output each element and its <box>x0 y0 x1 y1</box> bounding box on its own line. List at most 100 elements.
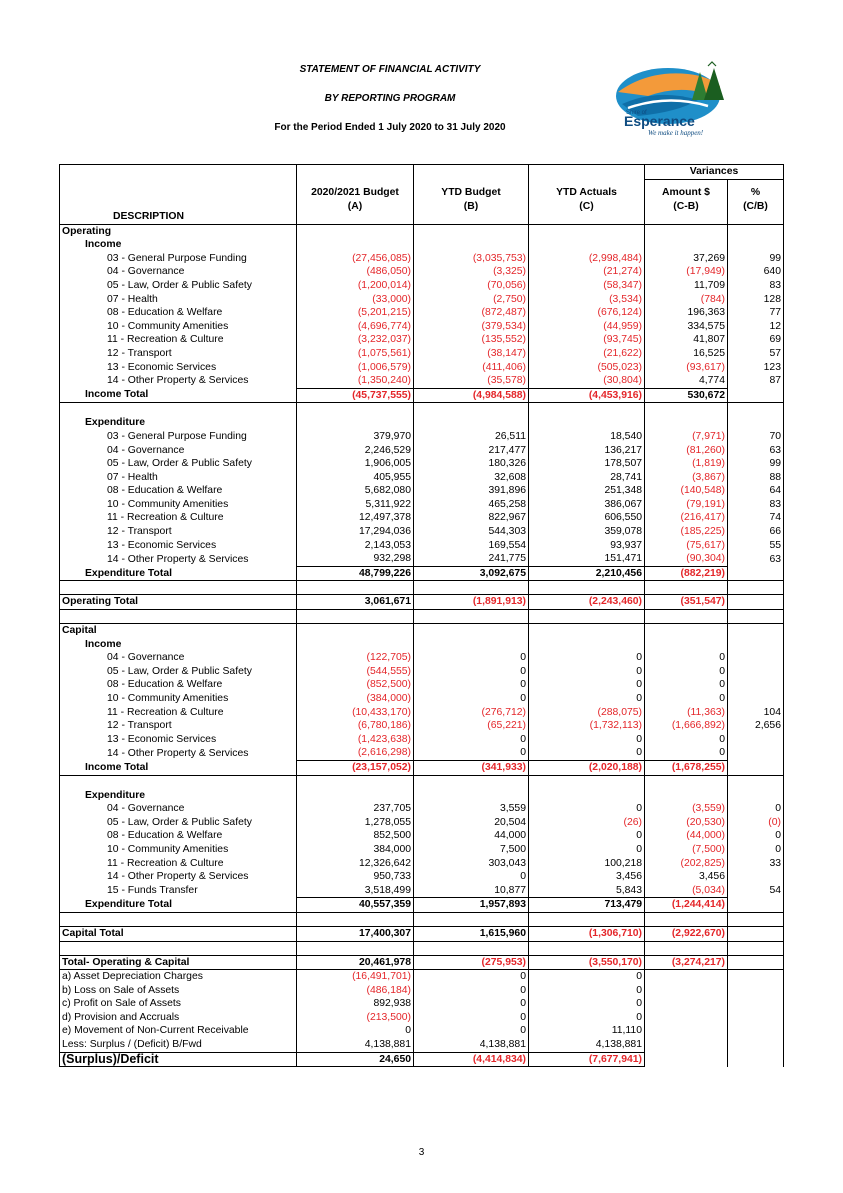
cell-c: 178,507 <box>528 457 645 471</box>
table-row: 04 - Governance 2,246,529 217,477 136,217 (8… <box>59 443 784 458</box>
cell-b: 822,967 <box>413 511 529 526</box>
cell-d <box>644 997 728 1011</box>
cell-c: (1,732,113) <box>528 719 645 733</box>
table-row: Less: Surplus / (Deficit) B/Fwd 4,138,881… <box>59 1038 784 1053</box>
cell-d <box>644 788 728 803</box>
row-description: 07 - Health <box>59 292 297 307</box>
cell-b: (3,325) <box>413 265 529 279</box>
logo-esperance: Esperance <box>624 113 695 129</box>
spacer-cell <box>528 912 645 927</box>
cell-c: 100,218 <box>528 856 645 871</box>
table-row: 05 - Law, Order & Public Safety 1,278,055… <box>59 815 784 830</box>
cell-a: (10,433,170) <box>296 705 414 720</box>
spacer-cell <box>528 580 645 595</box>
cell-a: (6,780,186) <box>296 719 414 733</box>
cell-a: 2,143,053 <box>296 538 414 553</box>
cell-d: 0 <box>644 678 728 692</box>
cell-b: 0 <box>413 997 529 1011</box>
table-row: Income Total (45,737,555) (4,984,588) (4,45… <box>59 387 784 404</box>
cell-c: (30,804) <box>528 374 645 389</box>
cell-e: 0 <box>727 829 784 843</box>
cell-c: (288,075) <box>528 705 645 720</box>
row-description: 04 - Governance <box>59 651 297 665</box>
spacer-cell <box>528 402 645 417</box>
cell-b: (411,406) <box>413 360 529 375</box>
cell-e: 83 <box>727 497 784 512</box>
cell-b: 465,258 <box>413 497 529 512</box>
cell-d: (1,678,255) <box>644 759 728 776</box>
cell-d: (7,500) <box>644 842 728 857</box>
cell-e: 66 <box>727 525 784 539</box>
table-row: 11 - Recreation & Culture 12,497,378 822,9… <box>59 511 784 526</box>
cell-b: (35,578) <box>413 374 529 389</box>
cell-c: 0 <box>528 746 645 761</box>
cell-e <box>727 637 784 652</box>
cell-a: 384,000 <box>296 842 414 857</box>
cell-c: 4,138,881 <box>528 1038 645 1053</box>
table-row: 03 - General Purpose Funding 379,970 26,51… <box>59 429 784 444</box>
col-description-header: DESCRIPTION <box>59 199 297 225</box>
table-row: a) Asset Depreciation Charges (16,491,701… <box>59 969 784 984</box>
spacer-cell <box>296 941 414 955</box>
cell-b: (38,147) <box>413 346 529 361</box>
cell-b: (70,056) <box>413 278 529 293</box>
header-row-subs: DESCRIPTION (A) (B) (C) (C-B) (C/B) <box>59 199 784 225</box>
spacer-cell <box>727 402 784 417</box>
cell-b: 1,615,960 <box>413 925 529 942</box>
cell-e <box>727 997 784 1011</box>
cell-d: (1,244,414) <box>644 897 728 913</box>
table-body: Variances 2020/2021 Budget YTD Budget YT… <box>59 164 784 1068</box>
page-number: 3 <box>418 1147 425 1158</box>
row-description: c) Profit on Sale of Assets <box>59 997 297 1011</box>
row-description: 12 - Transport <box>59 719 297 733</box>
cell-d: 41,807 <box>644 333 728 347</box>
cell-d: 0 <box>644 651 728 665</box>
cell-d: (3,274,217) <box>644 954 728 971</box>
cell-c: (58,347) <box>528 278 645 293</box>
row-description: Expenditure <box>59 416 297 430</box>
spacer-cell <box>727 912 784 927</box>
row-description: 11 - Recreation & Culture <box>59 705 297 720</box>
cell-a: 2,246,529 <box>296 443 414 458</box>
cell-a: 4,138,881 <box>296 1038 414 1053</box>
cell-c: 3,456 <box>528 870 645 884</box>
cell-a: (3,232,037) <box>296 333 414 347</box>
cell-d: (75,617) <box>644 538 728 553</box>
spacer-cell <box>59 775 297 789</box>
spacer-cell <box>528 941 645 955</box>
cell-b: 169,554 <box>413 538 529 553</box>
table-row: Operating Total 3,061,671 (1,891,913) (2,24… <box>59 594 784 611</box>
row-description: 05 - Law, Order & Public Safety <box>59 664 297 679</box>
cell-b <box>413 223 529 239</box>
table-row: 08 - Education & Welfare 852,500 44,000 0 (4… <box>59 829 784 843</box>
table-row <box>59 609 784 624</box>
cell-e <box>727 692 784 706</box>
cell-c: 359,078 <box>528 525 645 539</box>
table-row: (Surplus)/Deficit 24,650 (4,414,834) (7,677… <box>59 1051 784 1068</box>
cell-c: (2,998,484) <box>528 251 645 266</box>
col-budget-sub: (A) <box>296 199 414 225</box>
cell-b: 391,896 <box>413 484 529 498</box>
row-description: 14 - Other Property & Services <box>59 374 297 389</box>
table-row: 14 - Other Property & Services (1,350,240… <box>59 374 784 389</box>
row-description: Income Total <box>59 388 297 404</box>
report-subtitle: BY REPORTING PROGRAM <box>324 93 456 104</box>
cell-e: 99 <box>727 251 784 266</box>
cell-e: 63 <box>727 552 784 567</box>
cell-e <box>727 388 784 404</box>
cell-c: (21,622) <box>528 346 645 361</box>
cell-c: (3,534) <box>528 292 645 307</box>
cell-d: (44,000) <box>644 829 728 843</box>
cell-c: (44,959) <box>528 319 645 334</box>
table-row: 10 - Community Amenities 5,311,922 465,258… <box>59 497 784 512</box>
cell-d <box>644 1038 728 1053</box>
cell-a <box>296 416 414 430</box>
cell-e: 99 <box>727 457 784 471</box>
cell-d: 196,363 <box>644 306 728 320</box>
cell-c <box>528 623 645 638</box>
cell-b: 217,477 <box>413 443 529 458</box>
cell-d <box>644 1052 728 1067</box>
cell-d: 0 <box>644 692 728 706</box>
cell-d: (81,260) <box>644 443 728 458</box>
spacer-cell <box>644 609 728 624</box>
